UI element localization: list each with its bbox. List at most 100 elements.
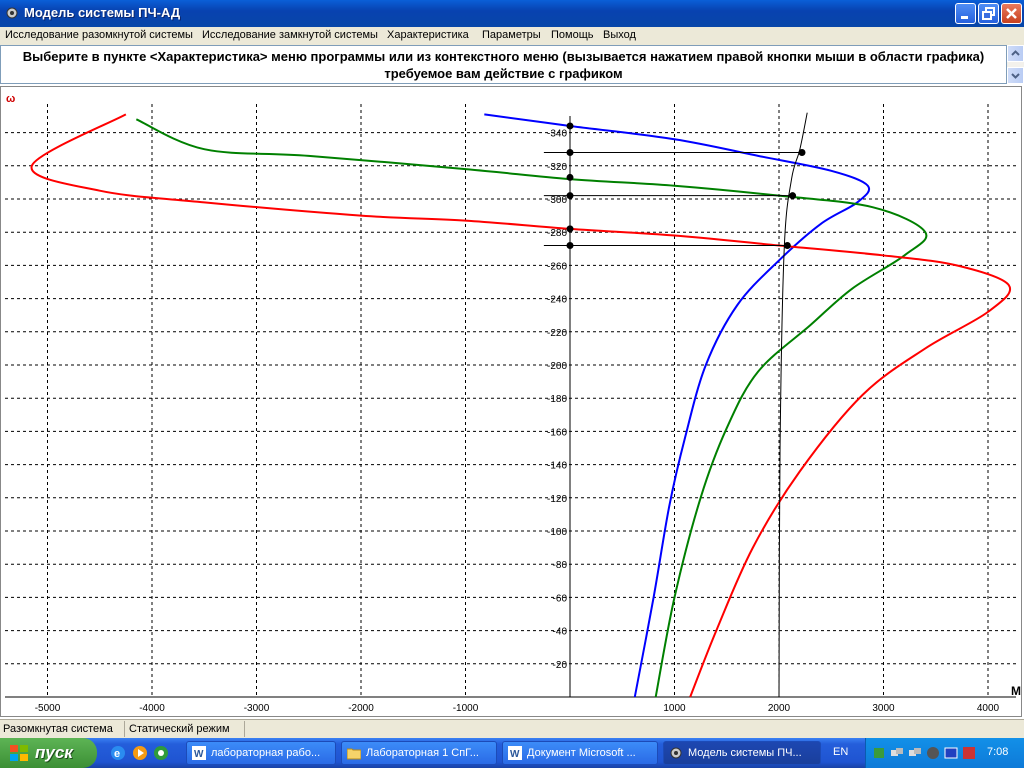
x-tick-label: -4000	[139, 703, 165, 714]
x-tick-label: -2000	[348, 703, 374, 714]
ie-icon[interactable]: e	[110, 745, 126, 761]
status-mode: Разомкнутая система	[3, 723, 113, 735]
x-tick-label: -5000	[35, 703, 61, 714]
tray-icon[interactable]	[872, 746, 886, 760]
svg-text:W: W	[194, 749, 204, 760]
restore-icon	[982, 7, 995, 20]
point-marker	[566, 173, 574, 181]
taskbar-item-word-2[interactable]: W Документ Microsoft ...	[502, 741, 658, 765]
display-icon[interactable]	[944, 746, 958, 760]
chevron-up-icon	[1011, 50, 1020, 56]
point-marker	[566, 192, 574, 200]
browser-icon[interactable]	[153, 745, 169, 761]
taskbar-item-folder[interactable]: Лабораторная 1 СпГ...	[341, 741, 497, 765]
y-tick-label: -200	[547, 361, 567, 372]
x-tick-label: 2000	[768, 703, 791, 714]
language-indicator[interactable]: EN	[833, 746, 849, 758]
gear-icon	[670, 747, 682, 759]
point-marker	[789, 192, 797, 200]
minimize-button[interactable]	[955, 3, 976, 24]
point-marker	[566, 225, 574, 233]
y-tick-label: -240	[547, 295, 567, 306]
point-marker	[566, 241, 574, 249]
menu-open-loop[interactable]: Исследование разомкнутой системы	[5, 29, 193, 41]
minimize-icon	[961, 16, 968, 19]
folder-icon	[347, 748, 361, 760]
y-tick-label: -20	[553, 660, 568, 671]
point-marker	[566, 122, 574, 130]
taskbar-item-label: Документ Microsoft ...	[527, 747, 636, 759]
menu-exit[interactable]: Выход	[603, 29, 636, 41]
windows-logo-icon	[10, 745, 28, 761]
taskbar-item-label: лабораторная рабо...	[211, 747, 321, 759]
close-icon	[1006, 8, 1017, 19]
network-icon[interactable]	[908, 746, 922, 760]
y-tick-label: -100	[547, 527, 567, 538]
y-tick-label: -320	[547, 162, 567, 173]
x-tick-label: 3000	[872, 703, 895, 714]
menu-help[interactable]: Помощь	[551, 29, 594, 41]
gear-icon	[6, 7, 18, 19]
start-button[interactable]: пуск	[0, 738, 97, 768]
green-curve	[135, 118, 928, 698]
taskbar-item-label: Модель системы ПЧ...	[688, 747, 802, 759]
close-button[interactable]	[1001, 3, 1022, 24]
taskbar: пуск e W лабораторная рабо... Лабораторн…	[0, 738, 1024, 768]
y-tick-label: -140	[547, 461, 567, 472]
word-icon: W	[508, 746, 522, 760]
y-tick-label: -180	[547, 394, 567, 405]
y-tick-label: -340	[547, 129, 567, 140]
y-tick-label: -280	[547, 228, 567, 239]
network-icon[interactable]	[890, 746, 904, 760]
taskbar-item-model[interactable]: Модель системы ПЧ...	[663, 741, 821, 765]
x-tick-label: -1000	[453, 703, 479, 714]
window-title: Модель системы ПЧ-АД	[24, 5, 181, 20]
status-bar: Разомкнутая система Статический режим	[0, 719, 1024, 739]
y-tick-label: -220	[547, 328, 567, 339]
taskbar-item-word-1[interactable]: W лабораторная рабо...	[186, 741, 336, 765]
restore-button[interactable]	[978, 3, 999, 24]
security-icon[interactable]	[926, 746, 940, 760]
plot-area[interactable]	[0, 86, 1022, 717]
y-tick-label: -120	[547, 494, 567, 505]
svg-text:W: W	[510, 749, 520, 760]
x-tick-label: 4000	[977, 703, 1000, 714]
point-marker	[798, 149, 806, 157]
y-tick-label: -60	[553, 593, 568, 604]
scroll-down-button[interactable]	[1007, 67, 1024, 84]
status-regime: Статический режим	[129, 723, 230, 735]
y-tick-label: -260	[547, 261, 567, 272]
instruction-scrollbar[interactable]	[1007, 45, 1024, 84]
x-axis-label: M	[1011, 684, 1021, 698]
scroll-up-button[interactable]	[1007, 45, 1024, 62]
taskbar-item-label: Лабораторная 1 СпГ...	[366, 747, 479, 759]
svg-text:e: e	[114, 748, 120, 760]
x-tick-label: 1000	[663, 703, 686, 714]
point-marker	[783, 241, 791, 249]
status-divider	[124, 721, 125, 737]
x-tick-label: -3000	[244, 703, 270, 714]
y-axis-label: ω	[6, 93, 15, 105]
y-tick-label: -40	[553, 627, 568, 638]
sound-icon[interactable]	[962, 746, 976, 760]
status-divider	[244, 721, 245, 737]
load-curve	[778, 112, 808, 698]
menu-characteristic[interactable]: Характеристика	[387, 29, 469, 41]
chevron-down-icon	[1011, 73, 1020, 79]
menu-bar: Исследование разомкнутой системы Исследо…	[0, 27, 1024, 45]
y-tick-label: -80	[553, 560, 568, 571]
start-label: пуск	[35, 743, 73, 762]
red-curve	[30, 113, 1012, 698]
menu-parameters[interactable]: Параметры	[482, 29, 541, 41]
title-bar: Модель системы ПЧ-АД	[0, 0, 1024, 27]
clock: 7:08	[987, 746, 1009, 758]
instruction-line-2: требуемое вам действие с графиком	[384, 66, 623, 81]
system-tray: 7:08	[865, 738, 1024, 768]
characteristic-chart[interactable]: -5000 -4000 -3000 -2000 -1000 1000 2000 3000 400…	[0, 86, 1024, 717]
y-tick-label: -160	[547, 427, 567, 438]
word-icon: W	[192, 746, 206, 760]
point-marker	[566, 149, 574, 157]
media-player-icon[interactable]	[132, 745, 148, 761]
y-tick-label: -300	[547, 195, 567, 206]
menu-closed-loop[interactable]: Исследование замкнутой системы	[202, 29, 378, 41]
